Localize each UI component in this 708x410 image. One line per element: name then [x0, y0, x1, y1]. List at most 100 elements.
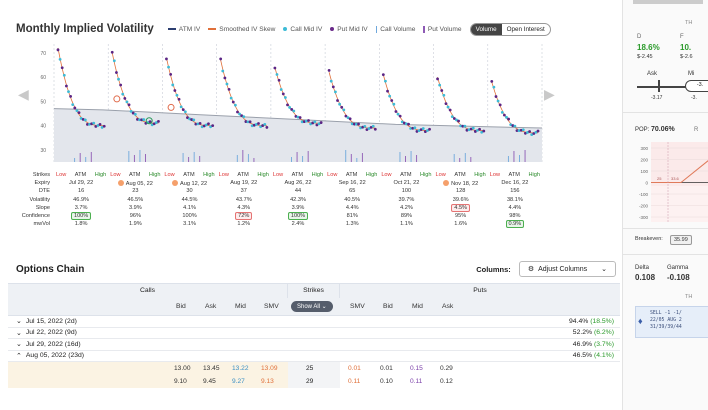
cell-c_mid[interactable]: 9.27 — [232, 378, 245, 385]
put-mid-iv-dot — [227, 87, 231, 91]
cell-p_ask[interactable]: 0.29 — [440, 365, 453, 372]
strike-atm-label: ATM — [74, 172, 87, 178]
order-summary-card[interactable]: ♦ SELL -1 -1/22/05 AUG 2 31/39/39/44 — [635, 306, 708, 338]
put-mid-iv-dot — [482, 129, 486, 133]
put-mid-iv-dot — [181, 108, 185, 112]
cell-c_smv[interactable]: 9.13 — [261, 378, 274, 385]
d-value: 18.6% — [637, 43, 660, 52]
grid-cell-dte: 16 — [77, 188, 85, 195]
call-mid-iv-dot — [355, 122, 358, 126]
volume-oi-toggle[interactable]: Volume Open Interest — [469, 22, 551, 36]
cell-strike[interactable]: 25 — [306, 365, 314, 372]
call-mid-iv-dot — [329, 79, 333, 83]
grid-cell-mmvol: 3.1% — [183, 221, 196, 228]
call-mid-iv-dot — [283, 96, 287, 99]
grid-cell-expiry[interactable]: Nov 18, 22 — [436, 180, 486, 187]
call-mid-iv-dot — [150, 123, 154, 127]
put-mid-iv-dot — [423, 130, 427, 134]
chevron-left-icon[interactable]: ◀ — [18, 86, 29, 102]
price-slider-track[interactable] — [637, 86, 708, 88]
put-mid-iv-dot — [398, 114, 402, 118]
expiration-row[interactable]: ⌄ Jul 29, 2022 (16d) 46.9% (3.7%) — [8, 339, 620, 351]
cell-c_ask[interactable]: 13.45 — [203, 365, 220, 372]
adjust-columns-button[interactable]: ⚙ Adjust Columns ⌄ — [518, 261, 616, 277]
put-mid-iv-dot — [123, 97, 127, 100]
chevron-down-icon[interactable]: ⌄ — [16, 341, 22, 349]
show-all-strikes-button[interactable]: Show All ⌄ — [291, 301, 333, 312]
put-mid-iv-dot — [528, 130, 531, 133]
chevron-down-icon[interactable]: ⌄ — [16, 318, 22, 326]
cell-p_mid[interactable]: 0.15 — [410, 365, 423, 372]
put-mid-iv-dot — [173, 89, 177, 92]
chevron-up-icon[interactable]: ⌃ — [16, 352, 22, 360]
atm-area — [54, 108, 542, 162]
grid-cell-strikes: Low ATM High — [381, 172, 431, 178]
cell-p_mid[interactable]: 0.11 — [410, 378, 423, 385]
grid-cell-expiry[interactable]: Aug 26, 22 — [284, 180, 312, 187]
grid-cell-expiry[interactable]: Aug 05, 22 — [110, 180, 160, 187]
grid-cell-vol: 46.5% — [127, 196, 144, 203]
cell-c_smv[interactable]: 13.09 — [261, 365, 278, 372]
cell-p_bid[interactable]: 0.10 — [380, 378, 393, 385]
legend-item-2[interactable]: Call Mid IV — [283, 26, 322, 33]
chevron-down-icon[interactable]: ⌄ — [16, 329, 22, 337]
put-mid-iv-dot — [169, 72, 173, 76]
call-mid-iv-dot — [492, 85, 496, 89]
columns-label: Columns: — [476, 264, 511, 274]
grid-cell-conf: 89% — [400, 212, 413, 219]
grid-cell-expiry[interactable]: Oct 21, 22 — [393, 180, 420, 187]
chevron-right-icon[interactable]: ▶ — [544, 86, 555, 102]
legend-item-5[interactable]: Put Volume — [423, 25, 462, 33]
grid-cell-expiry[interactable]: Aug 12, 22 — [165, 180, 215, 187]
legend-item-0[interactable]: ATM IV — [167, 26, 200, 33]
cell-p_smv[interactable]: 0.11 — [348, 378, 361, 385]
call-mid-iv-dot — [67, 90, 70, 94]
call-mid-iv-dot — [242, 115, 246, 119]
grid-cell-slope: 3.9% — [128, 204, 142, 211]
call-mid-iv-dot — [71, 103, 75, 107]
volume-toggle-option[interactable]: Volume — [470, 23, 502, 35]
price-slider-handle[interactable]: -3. — [685, 80, 708, 92]
cell-p_ask[interactable]: 0.12 — [440, 378, 453, 385]
grid-cell-expiry[interactable]: Sep 16, 22 — [338, 180, 366, 187]
mini-pnl-line — [651, 160, 708, 183]
legend-item-3[interactable]: Put Mid IV — [330, 26, 368, 33]
open-interest-toggle-option[interactable]: Open Interest — [506, 25, 545, 33]
grid-cell-expiry[interactable]: Dec 16, 22 — [501, 180, 529, 187]
sidebar-th-label-2: TH — [685, 294, 693, 300]
expiration-row[interactable]: ⌃ Aug 05, 2022 (23d) 46.5% (4.1%) — [8, 351, 620, 362]
legend-label: Call Mid IV — [290, 25, 323, 33]
put-mid-iv-dot — [465, 128, 469, 132]
strikes-header: Strikes — [288, 284, 340, 298]
loss-zone-lower — [651, 186, 708, 222]
cell-p_bid[interactable]: 0.01 — [380, 365, 393, 372]
y-tick-label: 60 — [40, 75, 46, 81]
volume-bar — [242, 150, 244, 162]
put-mid-iv-dot — [365, 128, 369, 132]
strike-row[interactable]: 9.10 9.45 9.27 9.13 29 0.11 0.10 0.11 0.12 — [8, 375, 620, 388]
call-mid-iv-dot — [300, 120, 304, 124]
volume-bar — [253, 158, 255, 162]
put-mid-iv-dot — [302, 120, 306, 124]
grid-cell-expiry[interactable]: Jul 29, 22 — [68, 180, 94, 187]
cell-c_ask[interactable]: 9.45 — [203, 378, 216, 385]
volume-bar — [296, 152, 298, 162]
expiration-row[interactable]: ⌄ Jul 22, 2022 (9d) 52.2% (6.2%) — [8, 328, 620, 339]
grid-cell-expiry[interactable]: Aug 19, 22 — [230, 180, 258, 187]
put-mid-iv-dot — [361, 125, 365, 129]
puts-mid-header: Mid — [412, 303, 423, 310]
put-mid-iv-dot — [490, 79, 494, 83]
cell-c_bid[interactable]: 13.00 — [174, 365, 191, 372]
expiration-row[interactable]: ⌄ Jul 15, 2022 (2d) 94.4% (18.5%) — [8, 316, 620, 328]
put-mid-iv-dot — [248, 120, 252, 124]
cell-p_smv[interactable]: 0.01 — [348, 365, 361, 372]
cell-c_bid[interactable]: 9.10 — [174, 378, 187, 385]
main-panel: Monthly Implied Volatility ATM IV Smoothe… — [8, 22, 620, 388]
legend-item-4[interactable]: Call Volume — [375, 25, 415, 33]
strike-lo-label: Low — [435, 172, 446, 178]
expiration-iv: 46.5% (4.1%) — [572, 352, 614, 360]
strike-row[interactable]: 13.00 13.45 13.22 13.09 25 0.01 0.01 0.15 0.29 — [8, 362, 620, 375]
cell-strike[interactable]: 29 — [306, 378, 314, 385]
cell-c_mid[interactable]: 13.22 — [232, 365, 249, 372]
legend-item-1[interactable]: Smoothed IV Skew — [208, 26, 275, 33]
